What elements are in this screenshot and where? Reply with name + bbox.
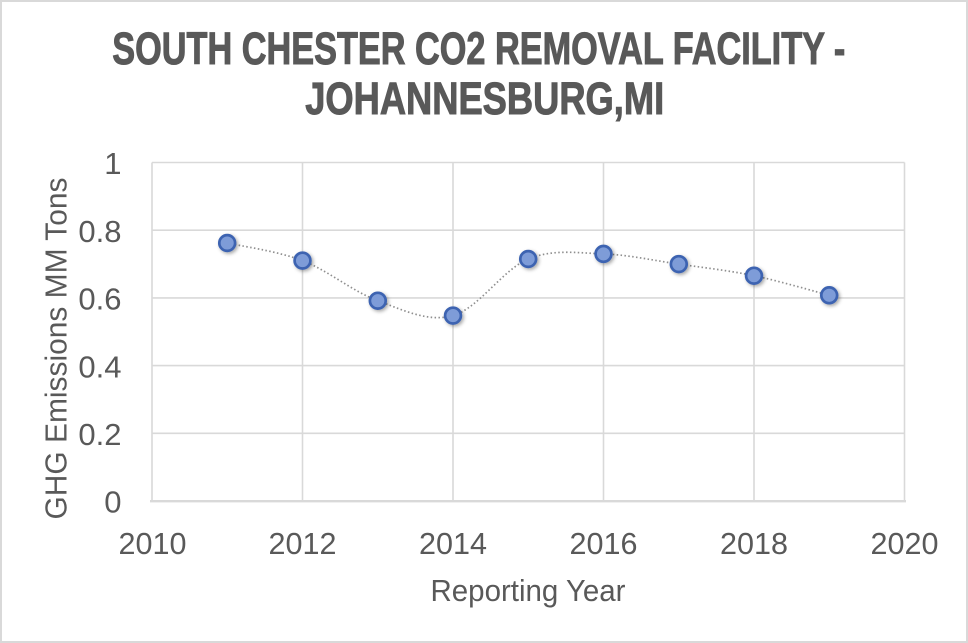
svg-text:Reporting Year: Reporting Year <box>431 574 626 608</box>
svg-text:2018: 2018 <box>720 526 788 561</box>
svg-text:0.6: 0.6 <box>78 282 121 317</box>
svg-text:0: 0 <box>104 485 121 520</box>
svg-text:0.8: 0.8 <box>78 214 121 249</box>
svg-text:0.4: 0.4 <box>78 349 121 384</box>
svg-text:2012: 2012 <box>269 526 337 561</box>
svg-text:0.2: 0.2 <box>78 417 121 452</box>
svg-text:2010: 2010 <box>119 526 187 561</box>
svg-text:JOHANNESBURG,MI: JOHANNESBURG,MI <box>305 73 664 124</box>
svg-text:SOUTH CHESTER CO2 REMOVAL FACI: SOUTH CHESTER CO2 REMOVAL FACILITY - <box>112 23 845 74</box>
svg-text:1: 1 <box>104 146 121 181</box>
svg-text:2014: 2014 <box>419 526 487 561</box>
svg-text:2016: 2016 <box>570 526 638 561</box>
svg-text:2020: 2020 <box>871 526 939 561</box>
svg-text:GHG Emissions MM Tons: GHG Emissions MM Tons <box>40 178 74 520</box>
